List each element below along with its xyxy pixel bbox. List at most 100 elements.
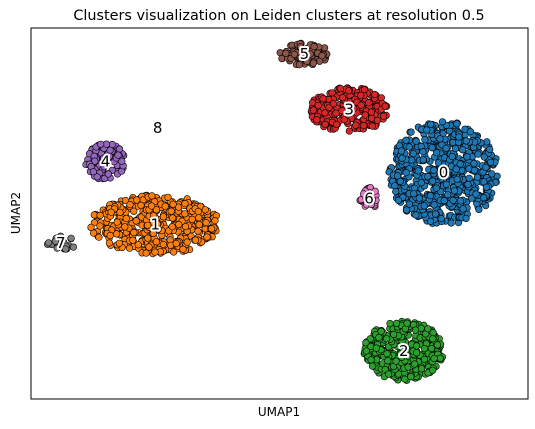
cluster-2-point: [411, 361, 418, 368]
cluster-1-point: [123, 215, 130, 222]
cluster-3-point: [358, 92, 365, 99]
cluster-label-5: 5: [300, 45, 310, 63]
cluster-0-point: [471, 167, 478, 174]
cluster-1-point: [106, 240, 113, 247]
cluster-0-point: [456, 134, 463, 141]
cluster-1-point: [212, 217, 219, 224]
cluster-0-point: [475, 151, 482, 158]
cluster-0-point: [424, 127, 431, 134]
cluster-0-point: [454, 176, 461, 183]
cluster-3-point: [345, 88, 352, 95]
cluster-0-point: [443, 181, 450, 188]
cluster-2-point: [412, 327, 419, 334]
cluster-3-point: [337, 85, 344, 92]
cluster-0-point: [467, 128, 474, 135]
cluster-0-point: [394, 173, 401, 180]
cluster-2-point: [368, 357, 375, 364]
cluster-7-point: [45, 240, 52, 247]
cluster-1-point: [135, 242, 142, 249]
cluster-0-point: [399, 155, 406, 162]
cluster-5-point: [291, 51, 298, 58]
cluster-1-point: [195, 208, 202, 215]
cluster-0-point: [480, 194, 487, 201]
cluster-0-point: [487, 159, 494, 166]
cluster-0-point: [463, 215, 470, 222]
cluster-1-point: [208, 225, 215, 232]
cluster-0-point: [433, 185, 440, 192]
cluster-0-point: [437, 136, 444, 143]
cluster-3-point: [382, 103, 389, 110]
x-axis-label: UMAP1: [258, 405, 300, 419]
cluster-1-point: [173, 240, 180, 247]
cluster-1-point: [170, 201, 177, 208]
cluster-2-point: [404, 320, 411, 327]
cluster-1-point: [97, 212, 104, 219]
cluster-0-point: [427, 121, 434, 128]
cluster-3-point: [329, 90, 336, 97]
cluster-3-point: [368, 109, 375, 116]
cluster-0-point: [452, 145, 459, 152]
cluster-1-point: [189, 216, 196, 223]
cluster-0-point: [398, 148, 405, 155]
cluster-0-point: [454, 121, 461, 128]
cluster-0-point: [450, 197, 457, 204]
cluster-1-point: [162, 203, 169, 210]
cluster-1-point: [148, 203, 155, 210]
cluster-0-point: [449, 153, 456, 160]
cluster-2-point: [437, 355, 444, 362]
cluster-0-point: [448, 220, 455, 227]
cluster-label-1: 1: [151, 216, 161, 234]
cluster-1-point: [192, 237, 199, 244]
cluster-0-point: [427, 218, 434, 225]
cluster-5-point: [311, 43, 318, 50]
cluster-0-point: [420, 157, 427, 164]
cluster-1-point: [203, 219, 210, 226]
cluster-2-point: [430, 329, 437, 336]
cluster-1-point: [202, 207, 209, 214]
cluster-2-point: [418, 366, 425, 373]
cluster-3-point: [322, 110, 329, 117]
cluster-1-point: [160, 214, 167, 221]
cluster-1-point: [182, 211, 189, 218]
cluster-3-point: [320, 96, 327, 103]
cluster-3-point: [333, 121, 340, 128]
cluster-1-point: [169, 223, 176, 230]
cluster-1-point: [184, 239, 191, 246]
cluster-0-point: [403, 207, 410, 214]
cluster-0-point: [403, 169, 410, 176]
cluster-0-point: [441, 197, 448, 204]
cluster-0-point: [459, 147, 466, 154]
cluster-0-point: [410, 150, 417, 157]
cluster-2-point: [385, 371, 392, 378]
cluster-2-point: [378, 328, 385, 335]
cluster-label-8: 8: [153, 119, 163, 137]
cluster-2-point: [421, 345, 428, 352]
cluster-0-point: [453, 166, 460, 173]
cluster-1-point: [146, 244, 153, 251]
cluster-0-point: [484, 139, 491, 146]
cluster-0-point: [415, 168, 422, 175]
cluster-1-point: [122, 224, 129, 231]
y-axis-label: UMAP2: [9, 192, 23, 234]
cluster-2-point: [387, 320, 394, 327]
cluster-3-point: [314, 116, 321, 123]
cluster-2-point: [430, 335, 437, 342]
cluster-1-point: [204, 234, 211, 241]
cluster-1-point: [131, 229, 138, 236]
cluster-3-point: [369, 123, 376, 130]
cluster-0-point: [420, 148, 427, 155]
cluster-0-point: [422, 136, 429, 143]
cluster-5-point: [319, 52, 326, 59]
cluster-1-point: [114, 219, 121, 226]
cluster-0-point: [481, 154, 488, 161]
cluster-2-point: [421, 356, 428, 363]
cluster-0-point: [429, 178, 436, 185]
cluster-5-point: [283, 50, 290, 57]
cluster-3-point: [358, 102, 365, 109]
cluster-3-point: [346, 128, 353, 135]
cluster-0-point: [463, 138, 470, 145]
cluster-0-point: [483, 164, 490, 171]
cluster-2-point: [385, 358, 392, 365]
cluster-0-point: [413, 138, 420, 145]
